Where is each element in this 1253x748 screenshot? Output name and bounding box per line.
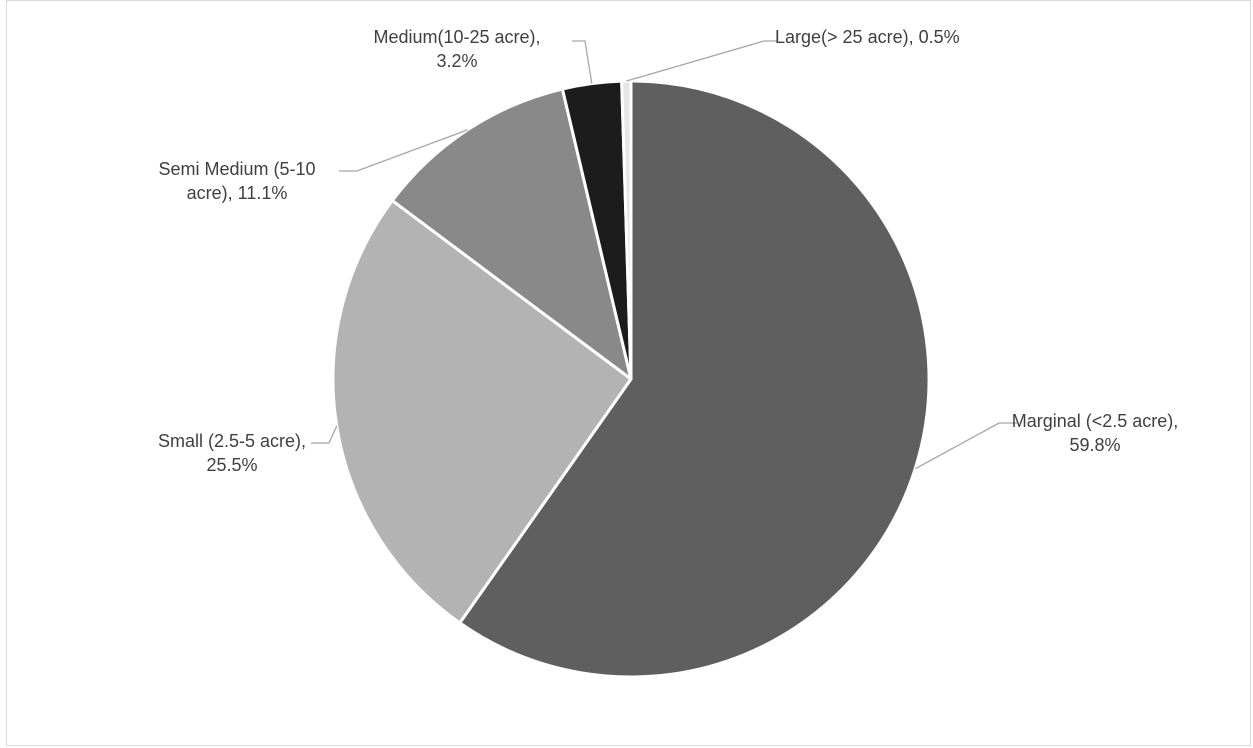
data-label-large: Large(> 25 acre), 0.5% [775,27,960,47]
leader-medium [572,40,593,84]
leader-marginal [914,422,1017,470]
data-label-semi-medium: Semi Medium (5-10 acre), 11.1% [158,159,316,203]
data-label-medium: Medium(10-25 acre), 3.2% [373,27,541,71]
slice-small [331,199,633,625]
pie-chart [311,40,1017,679]
slice-large [620,79,633,381]
slice-semi-medium [390,87,633,381]
leader-large [626,40,777,82]
leader-semi-medium [339,129,468,172]
chart-area: Marginal (<2.5 acre), 59.8% Small (2.5-5… [6,0,1251,746]
data-label-small: Small (2.5-5 acre), 25.5% [157,431,307,475]
leader-small [311,425,338,444]
data-label-marginal: Marginal (<2.5 acre), 59.8% [1011,411,1179,455]
